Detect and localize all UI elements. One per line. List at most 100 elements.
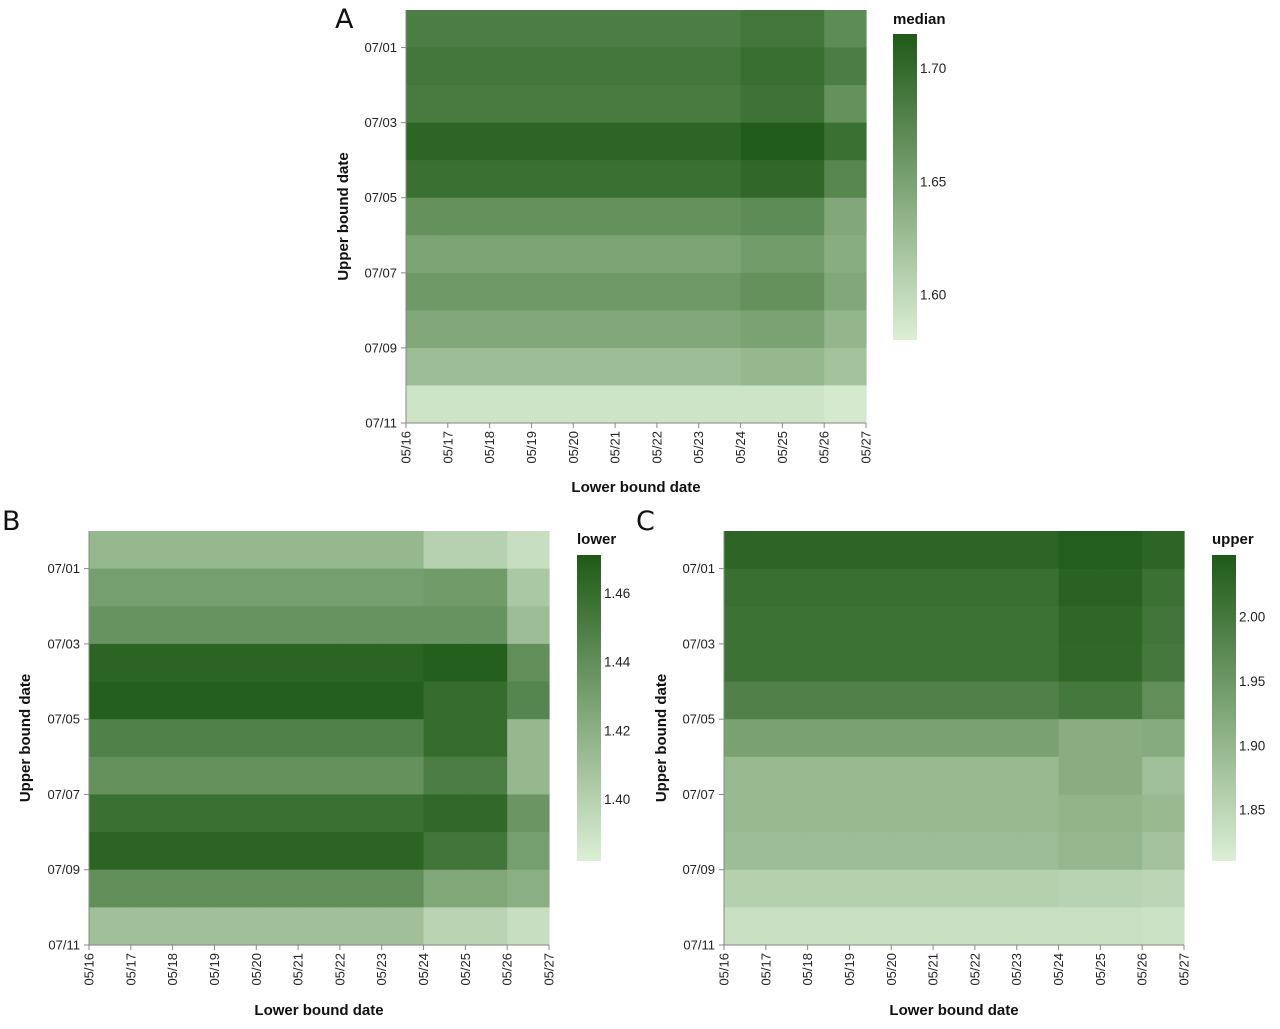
legend-tick-label: 1.85 xyxy=(1239,803,1265,818)
y-tick-label: 07/03 xyxy=(47,636,80,651)
heatmap-cell xyxy=(656,385,700,424)
heatmap-cell xyxy=(339,531,383,570)
heatmap-cell xyxy=(214,907,257,946)
heatmap-cell xyxy=(339,907,383,946)
heatmap-cell xyxy=(214,681,257,720)
heatmap-cell xyxy=(507,681,550,720)
heatmap-cell xyxy=(782,347,825,387)
heatmap-cell xyxy=(507,907,550,946)
heatmap-cell xyxy=(507,568,550,607)
x-tick-label: 05/20 xyxy=(249,953,264,986)
heatmap-cell xyxy=(447,160,491,199)
heatmap-cell xyxy=(849,643,892,683)
heatmap-cell xyxy=(381,719,425,758)
heatmap-cell xyxy=(1058,756,1101,796)
heatmap-cell xyxy=(1142,531,1185,570)
heatmap-cell xyxy=(214,606,257,645)
heatmap-cell xyxy=(423,869,466,908)
heatmap-cell xyxy=(1142,568,1185,607)
heatmap-cell xyxy=(849,832,892,871)
heatmap-cell xyxy=(974,794,1018,833)
y-tick-label: 07/09 xyxy=(47,862,80,877)
heatmap-cell xyxy=(89,531,132,570)
heatmap-cell xyxy=(656,85,700,124)
heatmap-cell xyxy=(172,907,216,946)
x-tick-label: 05/23 xyxy=(691,431,706,464)
x-tick-label: 05/18 xyxy=(482,431,497,464)
heatmap-cell xyxy=(782,122,825,161)
panel-b-lower-heatmap: B 05/16 05/17 05/18 05/19 05/20 05/21 05/22 05/2… xyxy=(2,506,631,1019)
legend-tick-label: 1.70 xyxy=(920,61,946,76)
heatmap-cell xyxy=(339,719,383,758)
heatmap-cell xyxy=(824,122,867,161)
heatmap-cell xyxy=(782,310,825,349)
x-tick-label: 05/25 xyxy=(458,953,473,986)
heatmap-cell xyxy=(724,794,767,833)
heatmap-cell xyxy=(782,160,825,199)
legend-tick-label: 1.44 xyxy=(604,655,631,670)
heatmap-cell xyxy=(1142,643,1185,683)
heatmap-cell xyxy=(214,869,257,908)
heatmap-cell xyxy=(765,719,809,758)
x-tick-label: 05/26 xyxy=(500,953,515,986)
heatmap-cell xyxy=(89,907,132,946)
heatmap-cell xyxy=(782,197,825,236)
heatmap-cell xyxy=(298,568,341,607)
heatmap-cell xyxy=(724,568,767,607)
heatmap-cell xyxy=(824,347,867,387)
heatmap-cells xyxy=(724,531,1185,946)
heatmap-cell xyxy=(891,869,934,908)
heatmap-cell xyxy=(298,531,341,570)
y-tick-label: 07/01 xyxy=(682,561,715,576)
heatmap-cell xyxy=(214,531,257,570)
heatmap-cell xyxy=(891,756,934,796)
heatmap-cell xyxy=(974,681,1018,720)
heatmap-cell xyxy=(381,681,425,720)
heatmap-cell xyxy=(447,310,491,349)
y-tick-label: 07/11 xyxy=(683,938,715,953)
heatmap-cell xyxy=(765,681,809,720)
heatmap-cell xyxy=(531,122,574,161)
legend-tick-label: 1.60 xyxy=(920,288,946,303)
heatmap-cell xyxy=(1142,756,1185,796)
heatmap-cell xyxy=(256,568,299,607)
heatmap-cell xyxy=(465,681,508,720)
heatmap-cell xyxy=(465,719,508,758)
heatmap-cell xyxy=(381,606,425,645)
heatmap-cell xyxy=(531,197,574,236)
heatmap-cell xyxy=(465,869,508,908)
heatmap-cell xyxy=(974,568,1018,607)
heatmap-cell xyxy=(256,681,299,720)
heatmap-cell xyxy=(933,681,976,720)
x-tick-label: 05/16 xyxy=(717,953,732,986)
heatmap-cell xyxy=(1100,719,1143,758)
heatmap-cell xyxy=(782,10,825,49)
heatmap-cell xyxy=(573,310,616,349)
heatmap-cell xyxy=(447,47,491,86)
heatmap-cell xyxy=(256,531,299,570)
heatmap-cell xyxy=(130,606,174,645)
x-tick-label: 05/17 xyxy=(123,953,138,986)
heatmap-cell xyxy=(782,47,825,86)
heatmap-cell xyxy=(656,347,700,387)
x-tick-label: 05/21 xyxy=(926,953,941,986)
heatmap-cell xyxy=(765,832,809,871)
x-tick-label: 05/27 xyxy=(1177,953,1192,986)
heatmap-cell xyxy=(933,907,976,946)
heatmap-cell xyxy=(1100,681,1143,720)
heatmap-cell xyxy=(807,643,851,683)
heatmap-cell xyxy=(130,719,174,758)
heatmap-cell xyxy=(765,794,809,833)
heatmap-cell xyxy=(1100,568,1143,607)
heatmap-cell xyxy=(849,606,892,645)
heatmap-cell xyxy=(765,907,809,946)
x-tick-label: 05/24 xyxy=(733,431,748,464)
heatmap-cell xyxy=(1058,681,1101,720)
heatmap-cell xyxy=(765,756,809,796)
heatmap-cell xyxy=(507,794,550,833)
heatmap-cell xyxy=(1016,568,1060,607)
legend-title: median xyxy=(893,11,946,28)
x-axis-title: Lower bound date xyxy=(254,1002,383,1019)
heatmap-cell xyxy=(381,756,425,796)
y-tick-label: 07/05 xyxy=(47,712,80,727)
